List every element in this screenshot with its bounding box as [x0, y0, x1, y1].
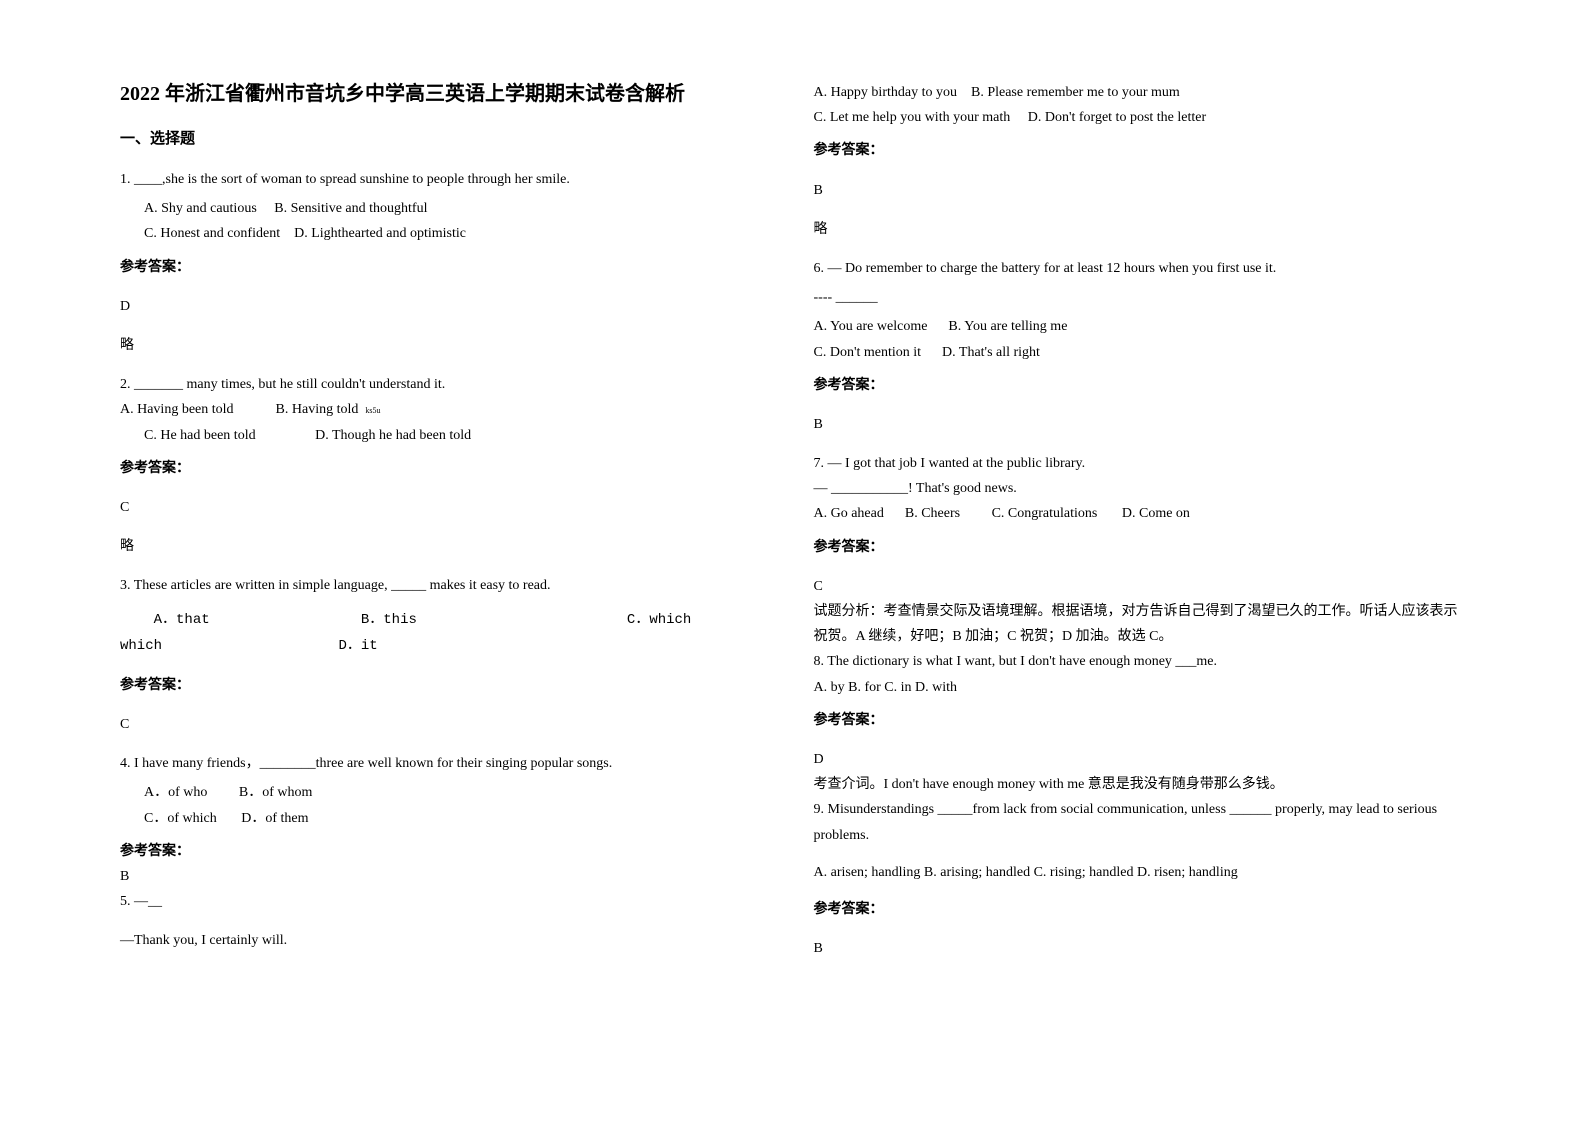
question-3: 3. These articles are written in simple … [120, 573, 774, 737]
q5-text: 5. —__ [120, 889, 774, 914]
q4-optD: D．of them [241, 811, 308, 826]
q9-opts: A. arisen; handling B. arising; handled … [814, 860, 1468, 885]
q1-row1: A. Shy and cautious B. Sensitive and tho… [120, 196, 774, 221]
q7-note: 试题分析：考查情景交际及语境理解。根据语境，对方告诉自己得到了渴望已久的工作。听… [814, 599, 1468, 649]
q1-optC: C. Honest and confident [144, 226, 280, 241]
question-9: 9. Misunderstandings _____from lack from… [814, 797, 1468, 961]
q4-optC: C．of which [144, 811, 217, 826]
q9-ans: B [814, 936, 1468, 961]
q1-row2: C. Honest and confident D. Lighthearted … [120, 221, 774, 246]
q7-ans-label: 参考答案： [814, 535, 1468, 560]
q2-row2: C. He had been told D. Though he had bee… [120, 423, 774, 448]
q6-row1: A. You are welcome B. You are telling me [814, 314, 1468, 339]
q6-optC: C. Don't mention it [814, 345, 922, 360]
q1-note: 略 [120, 333, 774, 358]
question-4: 4. I have many friends，________three are… [120, 751, 774, 889]
q6-text: 6. — Do remember to charge the battery f… [814, 256, 1468, 281]
q3-optA: A．that [154, 612, 210, 628]
question-1: 1. ____,she is the sort of woman to spre… [120, 167, 774, 358]
q6-optB: B. You are telling me [948, 319, 1067, 334]
q5-row1: A. Happy birthday to you B. Please remem… [814, 80, 1468, 105]
q2-row1: A. Having been told B. Having told ks5u [120, 397, 774, 422]
q6-ans-label: 参考答案： [814, 373, 1468, 398]
left-column: 2022 年浙江省衢州市音坑乡中学高三英语上学期期末试卷含解析 一、选择题 1.… [100, 80, 794, 1082]
q3-ans-label: 参考答案： [120, 673, 774, 698]
q3-row1: A．that B．this C．which [120, 608, 774, 633]
q4-optB: B．of whom [239, 785, 313, 800]
q2-text: 2. _______ many times, but he still coul… [120, 372, 774, 397]
q3-optC: C．which [627, 612, 691, 628]
q1-ans: D [120, 294, 774, 319]
q5-row2: C. Let me help you with your math D. Don… [814, 105, 1468, 130]
q7-optB: B. Cheers [905, 506, 960, 521]
q4-ans: B [120, 864, 774, 889]
q9-ans-label: 参考答案： [814, 897, 1468, 922]
ks-mark: ks5u [365, 406, 380, 415]
q7-reply: — ___________! That's good news. [814, 476, 1468, 501]
q4-row2: C．of which D．of them [120, 806, 774, 831]
q3-row2: which D．it [120, 634, 774, 659]
question-7: 7. — I got that job I wanted at the publ… [814, 451, 1468, 649]
question-5-part2: A. Happy birthday to you B. Please remem… [814, 80, 1468, 242]
q2-optD: D. Though he had been told [315, 428, 471, 443]
q7-text: 7. — I got that job I wanted at the publ… [814, 451, 1468, 476]
q1-optB: B. Sensitive and thoughtful [274, 201, 427, 216]
q5-optA: A. Happy birthday to you [814, 85, 957, 100]
q4-text: 4. I have many friends，________three are… [120, 751, 774, 776]
q7-optC: C. Congratulations [992, 506, 1098, 521]
q6-optD: D. That's all right [942, 345, 1040, 360]
q5-optC: C. Let me help you with your math [814, 110, 1011, 125]
q3-optB: B．this [361, 612, 417, 628]
q2-optB: B. Having told [276, 402, 359, 417]
section-heading: 一、选择题 [120, 126, 774, 153]
q9-text: 9. Misunderstandings _____from lack from… [814, 797, 1468, 847]
question-6: 6. — Do remember to charge the battery f… [814, 256, 1468, 437]
q2-optA: A. Having been told [120, 402, 234, 417]
q8-ans: D [814, 747, 1468, 772]
q8-ans-label: 参考答案： [814, 708, 1468, 733]
q7-optD: D. Come on [1122, 506, 1190, 521]
question-5-part1: 5. —__ —Thank you, I certainly will. [120, 889, 774, 953]
q7-opts: A. Go ahead B. Cheers C. Congratulations… [814, 501, 1468, 526]
q1-text: 1. ____,she is the sort of woman to spre… [120, 167, 774, 192]
question-8: 8. The dictionary is what I want, but I … [814, 649, 1468, 797]
question-2: 2. _______ many times, but he still coul… [120, 372, 774, 559]
q2-optC: C. He had been told [144, 428, 256, 443]
q8-note: 考查介词。I don't have enough money with me 意… [814, 772, 1468, 797]
q4-row1: A．of who B．of whom [120, 780, 774, 805]
q6-row2: C. Don't mention it D. That's all right [814, 340, 1468, 365]
q2-ans: C [120, 495, 774, 520]
q7-ans: C [814, 574, 1468, 599]
q3-text: 3. These articles are written in simple … [120, 573, 774, 598]
q2-ans-label: 参考答案： [120, 456, 774, 481]
q6-optA: A. You are welcome [814, 319, 928, 334]
q5-note: 略 [814, 217, 1468, 242]
q5-reply: —Thank you, I certainly will. [120, 928, 774, 953]
q5-optB: B. Please remember me to your mum [971, 85, 1180, 100]
q8-text: 8. The dictionary is what I want, but I … [814, 649, 1468, 674]
q4-optA: A．of who [144, 785, 207, 800]
q5-optD: D. Don't forget to post the letter [1028, 110, 1206, 125]
q7-optA: A. Go ahead [814, 506, 884, 521]
q1-optA: A. Shy and cautious [144, 201, 257, 216]
q6-reply: ---- ______ [814, 285, 1468, 310]
q3-ans: C [120, 712, 774, 737]
q5-ans: B [814, 178, 1468, 203]
q3-optD: D．it [338, 638, 377, 654]
q4-ans-label: 参考答案： [120, 839, 774, 864]
right-column: A. Happy birthday to you B. Please remem… [794, 80, 1488, 1082]
q2-note: 略 [120, 534, 774, 559]
q6-ans: B [814, 412, 1468, 437]
q5-ans-label: 参考答案： [814, 138, 1468, 163]
q1-ans-label: 参考答案： [120, 255, 774, 280]
q1-optD: D. Lighthearted and optimistic [294, 226, 466, 241]
q8-opts: A. by B. for C. in D. with [814, 675, 1468, 700]
doc-title: 2022 年浙江省衢州市音坑乡中学高三英语上学期期末试卷含解析 [120, 80, 774, 108]
